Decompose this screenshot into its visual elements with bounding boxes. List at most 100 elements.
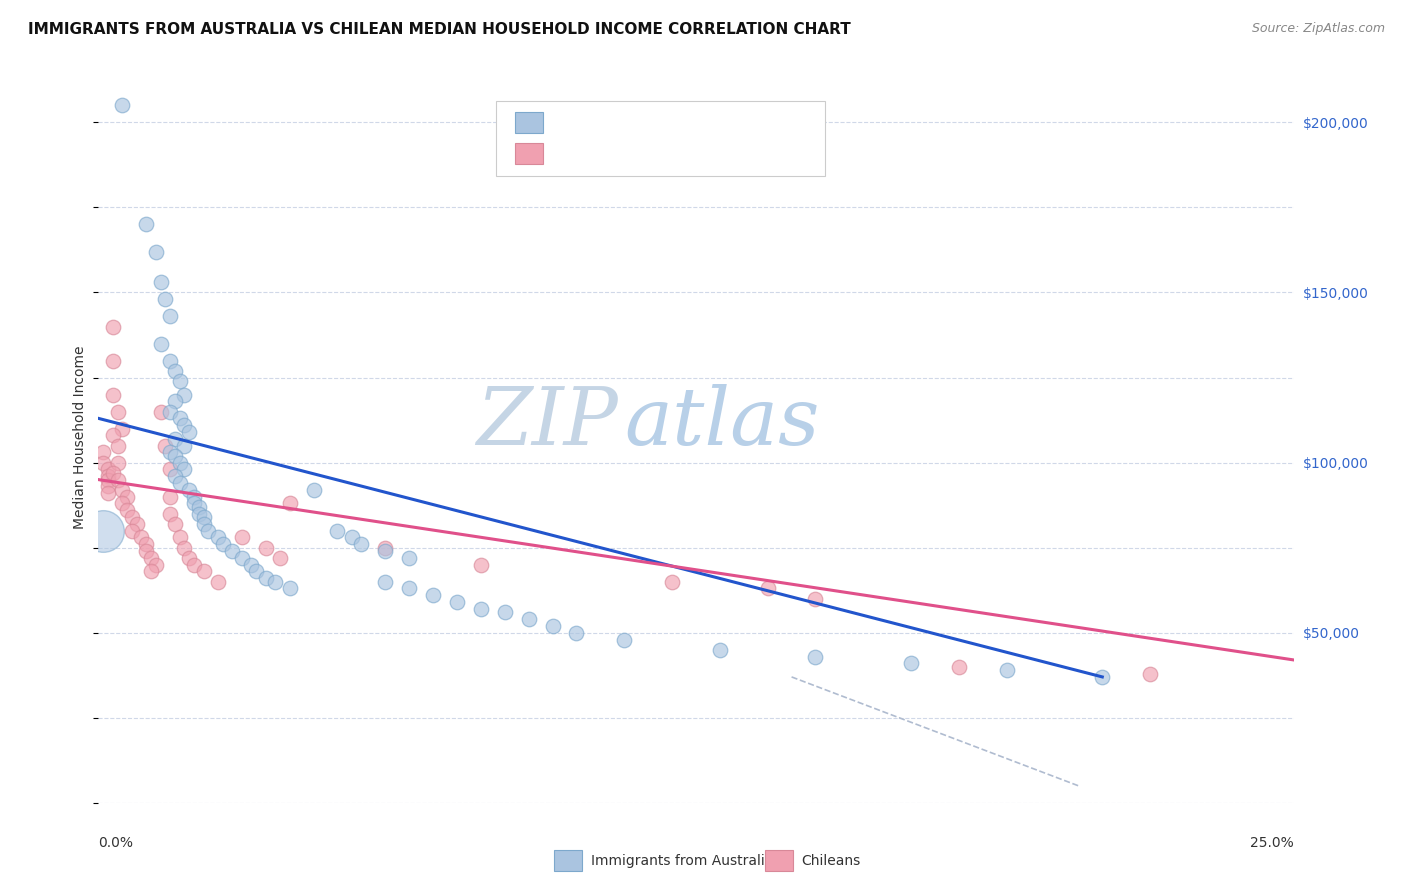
Text: R =: R = xyxy=(550,115,583,129)
Text: atlas: atlas xyxy=(624,384,820,461)
Point xyxy=(207,531,229,545)
Point xyxy=(517,612,540,626)
Point xyxy=(91,456,114,470)
Point xyxy=(179,425,201,439)
Point xyxy=(111,421,134,435)
Point xyxy=(948,659,970,673)
Point xyxy=(101,387,124,401)
Point xyxy=(155,439,177,453)
Point xyxy=(159,404,181,418)
Point xyxy=(197,524,219,538)
Point xyxy=(131,531,153,545)
Point xyxy=(422,588,444,602)
Point xyxy=(111,98,134,112)
Point xyxy=(135,537,157,551)
Point xyxy=(101,353,124,368)
Text: IMMIGRANTS FROM AUSTRALIA VS CHILEAN MEDIAN HOUSEHOLD INCOME CORRELATION CHART: IMMIGRANTS FROM AUSTRALIA VS CHILEAN MED… xyxy=(28,22,851,37)
Point xyxy=(107,456,129,470)
Point xyxy=(169,411,191,425)
Point xyxy=(173,418,195,433)
Point xyxy=(159,445,181,459)
Point xyxy=(97,486,120,500)
Point xyxy=(900,657,922,671)
Point xyxy=(207,574,229,589)
Text: 0.0%: 0.0% xyxy=(98,836,134,850)
Point xyxy=(111,496,134,510)
Text: Source: ZipAtlas.com: Source: ZipAtlas.com xyxy=(1251,22,1385,36)
Point xyxy=(169,475,191,490)
Point xyxy=(163,394,186,409)
Point xyxy=(107,473,129,487)
Point xyxy=(135,544,157,558)
Text: -0.545: -0.545 xyxy=(583,115,633,129)
Point xyxy=(183,496,205,510)
Point xyxy=(155,293,177,307)
Point xyxy=(231,550,253,565)
Text: Chileans: Chileans xyxy=(801,854,860,868)
Point xyxy=(159,310,181,324)
Point xyxy=(179,550,201,565)
Point xyxy=(121,524,143,538)
Point xyxy=(159,507,181,521)
Point xyxy=(264,574,287,589)
Point xyxy=(91,524,114,538)
Point xyxy=(139,550,162,565)
Point xyxy=(183,490,205,504)
Point xyxy=(254,571,277,585)
Text: 25.0%: 25.0% xyxy=(1250,836,1294,850)
Point xyxy=(101,466,124,480)
Point xyxy=(709,642,731,657)
Point xyxy=(169,531,191,545)
Point xyxy=(804,591,827,606)
Point xyxy=(139,565,162,579)
Point xyxy=(97,479,120,493)
Point xyxy=(193,565,215,579)
Point xyxy=(163,469,186,483)
Point xyxy=(193,516,215,531)
Point xyxy=(398,582,420,596)
Point xyxy=(163,449,186,463)
Point xyxy=(187,500,209,514)
Point xyxy=(193,510,215,524)
Text: Immigrants from Australia: Immigrants from Australia xyxy=(591,854,773,868)
Text: N =: N = xyxy=(647,146,681,161)
Point xyxy=(163,364,186,378)
Text: 62: 62 xyxy=(679,115,699,129)
Point xyxy=(115,503,138,517)
Point xyxy=(125,516,148,531)
Point xyxy=(398,550,420,565)
Point xyxy=(221,544,243,558)
Point xyxy=(240,558,263,572)
Point xyxy=(494,605,516,619)
Y-axis label: Median Household Income: Median Household Income xyxy=(73,345,87,529)
Point xyxy=(804,649,827,664)
Point xyxy=(145,558,167,572)
Point xyxy=(149,275,172,289)
Point xyxy=(278,582,301,596)
Text: N =: N = xyxy=(647,115,681,129)
Point xyxy=(169,456,191,470)
Point xyxy=(169,374,191,388)
Point xyxy=(159,490,181,504)
Point xyxy=(179,483,201,497)
Point xyxy=(163,516,186,531)
Point xyxy=(107,439,129,453)
Point xyxy=(149,336,172,351)
Point xyxy=(187,507,209,521)
Point xyxy=(470,602,492,616)
Point xyxy=(159,353,181,368)
Point xyxy=(163,432,186,446)
Point xyxy=(278,496,301,510)
Point xyxy=(97,462,120,476)
Point xyxy=(374,541,396,555)
Point xyxy=(613,632,636,647)
Point xyxy=(245,565,267,579)
Point xyxy=(121,510,143,524)
Text: R =: R = xyxy=(550,146,583,161)
Point xyxy=(565,625,588,640)
Point xyxy=(135,218,157,232)
Point xyxy=(350,537,373,551)
Point xyxy=(145,244,167,259)
Point xyxy=(756,582,779,596)
Point xyxy=(269,550,291,565)
